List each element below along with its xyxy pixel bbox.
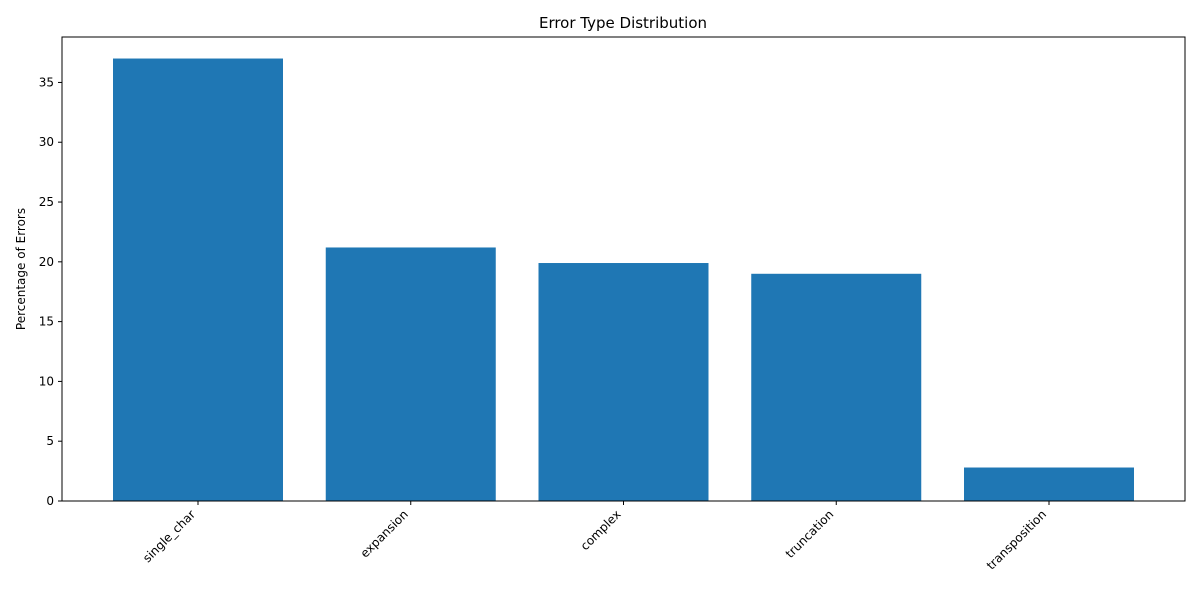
- bar-expansion: [325, 247, 496, 501]
- chart-title: Error Type Distribution: [539, 14, 707, 32]
- bar-single_char: [113, 58, 283, 502]
- x-axis: single_char expansion complex truncation tra…: [140, 501, 1050, 573]
- plot-frame: [61, 36, 1186, 502]
- y-tick-label-0: 0: [46, 494, 54, 508]
- y-axis-label: Percentage of Errors: [14, 208, 28, 330]
- x-tick-label-single_char: single_char: [140, 507, 198, 565]
- x-tick-label-truncation: truncation: [783, 507, 837, 561]
- y-tick-label-25: 25: [39, 195, 54, 209]
- bar-truncation: [751, 273, 922, 501]
- bar-complex: [538, 263, 709, 501]
- y-tick-label-20: 20: [39, 255, 54, 269]
- x-tick-label-transposition: transposition: [984, 507, 1049, 572]
- x-tick-label-complex: complex: [578, 507, 624, 553]
- y-tick-label-10: 10: [39, 374, 54, 388]
- y-tick-label-5: 5: [46, 434, 54, 448]
- y-tick-label-15: 15: [39, 315, 54, 329]
- bars-group: [113, 58, 1134, 502]
- bar-transposition: [964, 467, 1134, 501]
- y-axis: 0 5 10 15 20 25 30 35: [39, 75, 62, 508]
- y-tick-label-30: 30: [39, 135, 54, 149]
- y-tick-label-35: 35: [39, 75, 54, 89]
- x-tick-label-expansion: expansion: [358, 507, 411, 560]
